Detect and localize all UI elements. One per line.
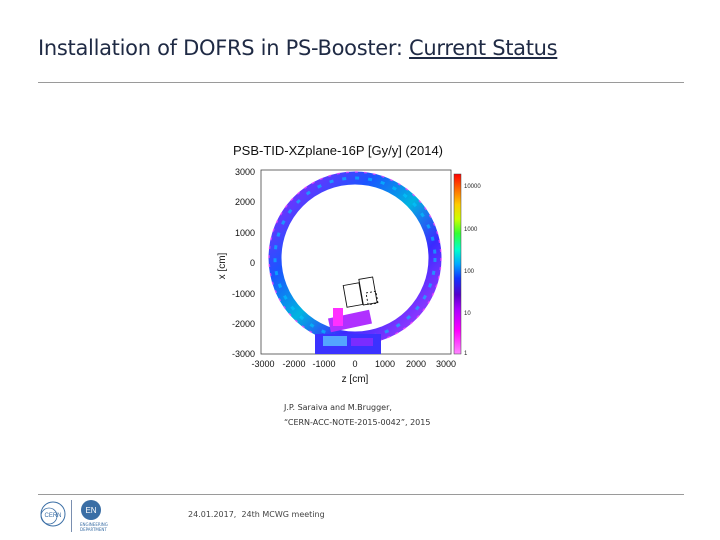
dose-map-figure: PSB-TID-XZplane-16P [Gy/y] (2014) 3000 2… <box>215 138 505 388</box>
colorbar-tick: 10 <box>464 311 471 317</box>
x-axis-label: z [cm] <box>342 374 369 385</box>
slide-title-main: Installation of DOFRS in PS-Booster: <box>38 36 410 60</box>
colorbar-tick: 1 <box>464 351 468 357</box>
x-tick: 1000 <box>375 359 395 369</box>
x-tick: -2000 <box>282 359 305 369</box>
y-tick: 1000 <box>235 228 255 238</box>
x-tick: 0 <box>352 359 357 369</box>
y-tick: 3000 <box>235 167 255 177</box>
y-tick: 0 <box>250 258 255 268</box>
colorbar-tick: 1000 <box>464 227 478 233</box>
logo-divider <box>71 500 72 532</box>
footer-date: 24.01.2017, <box>188 510 237 519</box>
x-tick: 2000 <box>406 359 426 369</box>
en-logo: EN <box>81 500 101 520</box>
y-axis-ticks: 3000 2000 1000 0 -1000 -2000 -3000 <box>232 167 255 359</box>
slide-title: Installation of DOFRS in PS-Booster: Cur… <box>38 36 558 60</box>
x-axis-ticks: -3000 -2000 -1000 0 1000 2000 3000 <box>251 359 456 369</box>
footer-divider <box>38 494 684 495</box>
caption-line-1: J.P. Saraiva and M.Brugger, <box>284 403 392 412</box>
caption-line-2: “CERN-ACC-NOTE-2015-0042”, 2015 <box>284 418 431 427</box>
colorbar-tick: 100 <box>464 269 475 275</box>
y-tick: -3000 <box>232 349 255 359</box>
injection-region <box>315 308 381 354</box>
figure-caption: J.P. Saraiva and M.Brugger, “CERN-ACC-NO… <box>284 400 430 430</box>
x-tick: -3000 <box>251 359 274 369</box>
colorbar <box>453 173 462 355</box>
cern-logo: CERN <box>40 501 66 527</box>
figure-title: PSB-TID-XZplane-16P [Gy/y] (2014) <box>233 143 443 158</box>
en-department-text: ENGINEERING DEPARTMENT <box>80 522 108 532</box>
en-logo-text: EN <box>85 506 96 515</box>
footer-text: 24.01.2017, 24th MCWG meeting <box>188 510 325 519</box>
colorbar-tick: 10000 <box>464 184 481 190</box>
y-tick: -1000 <box>232 289 255 299</box>
footer-meeting: 24th MCWG meeting <box>241 510 325 519</box>
x-tick: -1000 <box>312 359 335 369</box>
y-tick: 2000 <box>235 197 255 207</box>
y-tick: -2000 <box>232 319 255 329</box>
dose-map-plot: PSB-TID-XZplane-16P [Gy/y] (2014) 3000 2… <box>217 143 481 385</box>
cern-logo-text: CERN <box>44 513 61 519</box>
title-divider <box>38 82 684 83</box>
y-axis-label: x [cm] <box>217 252 228 279</box>
x-tick: 3000 <box>436 359 456 369</box>
slide-title-underlined: Current Status <box>409 36 558 60</box>
colorbar-ticks: 10000 1000 100 10 1 <box>464 184 481 357</box>
